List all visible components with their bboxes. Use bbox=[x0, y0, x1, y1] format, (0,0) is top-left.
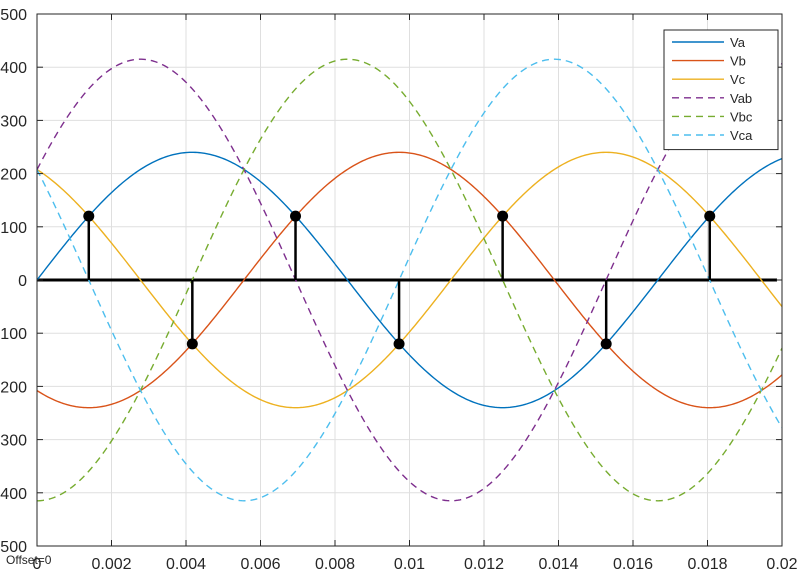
x-tick-label: 0.006 bbox=[240, 556, 280, 573]
legend: Va Vb Vc Vab Vbc Vca bbox=[663, 29, 779, 151]
x-tick-label: 0.014 bbox=[538, 556, 578, 573]
y-tick-label: 100 bbox=[0, 326, 27, 343]
y-tick-label: 400 bbox=[0, 486, 27, 503]
y-tick-label: 500 bbox=[0, 7, 27, 24]
y-tick-label: 0 bbox=[18, 273, 27, 290]
marker-point bbox=[497, 210, 509, 222]
marker-stems bbox=[87, 216, 711, 344]
marker-point bbox=[83, 210, 95, 222]
x-tick-label: 0.008 bbox=[315, 556, 355, 573]
markers bbox=[83, 210, 716, 350]
y-tick-label: 200 bbox=[0, 167, 27, 184]
offset-label: Offset=0 bbox=[6, 553, 52, 567]
series-line-vbc bbox=[36, 58, 783, 502]
y-tick-labels: 500 400 300 200 100 0 100 200 300 400 500 bbox=[0, 7, 27, 556]
legend-label-vca: Vca bbox=[730, 128, 753, 143]
legend-label-vbc: Vbc bbox=[730, 109, 753, 124]
x-tick-label: 0.018 bbox=[687, 556, 727, 573]
legend-label-va: Va bbox=[730, 35, 746, 50]
x-tick-label: 0.002 bbox=[91, 556, 131, 573]
y-tick-label: 200 bbox=[0, 379, 27, 396]
x-tick-label: 0.012 bbox=[464, 556, 504, 573]
y-tick-label: 500 bbox=[0, 539, 27, 556]
marker-point bbox=[600, 338, 612, 350]
y-tick-label: 300 bbox=[0, 113, 27, 130]
marker-point bbox=[290, 210, 302, 222]
y-tick-label: 400 bbox=[0, 60, 27, 77]
legend-label-vc: Vc bbox=[730, 72, 746, 87]
series-line-vb bbox=[36, 151, 783, 409]
x-tick-label: 0.016 bbox=[613, 556, 653, 573]
legend-label-vb: Vb bbox=[730, 54, 746, 69]
marker-point bbox=[704, 210, 716, 222]
x-tick-label: 0.02 bbox=[766, 556, 797, 573]
y-tick-label: 300 bbox=[0, 433, 27, 450]
x-tick-labels: 0 0.002 0.004 0.006 0.008 0.01 0.012 0.014 0.016… bbox=[33, 556, 798, 573]
y-tick-label: 100 bbox=[0, 220, 27, 237]
marker-point bbox=[186, 338, 198, 350]
legend-box bbox=[663, 29, 779, 151]
x-tick-label: 0 bbox=[33, 556, 42, 573]
series-lines bbox=[36, 58, 783, 502]
legend-label-vab: Vab bbox=[730, 91, 752, 106]
series-line-va bbox=[36, 151, 783, 409]
x-tick-label: 0.004 bbox=[166, 556, 206, 573]
series-line-vca bbox=[36, 58, 783, 502]
x-tick-label: 0.01 bbox=[394, 556, 425, 573]
marker-point bbox=[393, 338, 405, 350]
axes bbox=[36, 13, 783, 547]
